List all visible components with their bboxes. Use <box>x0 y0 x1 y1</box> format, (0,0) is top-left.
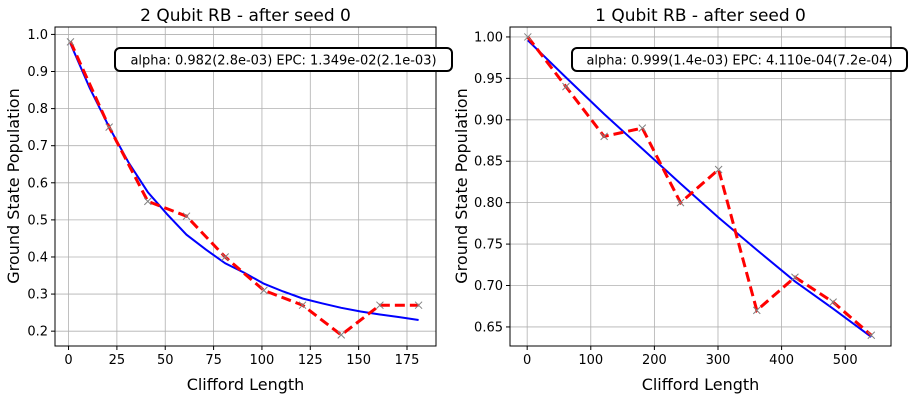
x-tick-label: 175 <box>395 353 420 368</box>
x-axis-label: Clifford Length <box>642 375 760 394</box>
y-tick-label: 1.00 <box>474 30 503 45</box>
fit-annotation: alpha: 0.999(1.4e-03) EPC: 4.110e-04(7.2… <box>586 54 892 69</box>
x-tick-label: 25 <box>109 353 126 368</box>
y-tick-label: 0.5 <box>27 213 48 228</box>
sample-point <box>752 306 761 315</box>
y-axis-label: Ground State Population <box>4 88 23 283</box>
sample-point <box>638 124 647 132</box>
sample-point <box>66 37 75 46</box>
x-tick-label: 50 <box>157 353 174 368</box>
x-axis-label: Clifford Length <box>187 375 305 394</box>
x-tick-label: 75 <box>205 353 222 368</box>
x-tick-label: 200 <box>642 353 667 368</box>
sample-point <box>376 301 384 310</box>
chart-title: 2 Qubit RB - after seed 0 <box>140 6 351 26</box>
sample-point <box>260 286 268 295</box>
x-tick-label: 150 <box>346 353 371 368</box>
y-tick-label: 0.3 <box>27 288 48 303</box>
sample-point <box>182 212 191 221</box>
chart-2-qubit-rb: 0 25 50 75 100 125 150 175 0.2 0.3 0.4 0.5 0.6 0.7 0.8… <box>4 6 453 394</box>
sample-point <box>105 123 114 132</box>
fit-annotation-box <box>571 47 908 72</box>
sample-point <box>562 82 570 91</box>
sample-point <box>143 197 152 206</box>
y-tick-label: 0.8 <box>27 102 48 117</box>
sample-point <box>298 301 307 310</box>
sample-point <box>829 298 837 306</box>
y-axis-label: Ground State Population <box>452 88 471 283</box>
sample-point <box>791 273 799 282</box>
x-tick-label: 100 <box>250 353 275 368</box>
x-tick-label: 125 <box>298 353 323 368</box>
y-tick-label: 0.6 <box>27 176 48 191</box>
y-tick-label: 0.80 <box>474 196 503 211</box>
y-tick-label: 0.7 <box>27 139 48 154</box>
x-tick-label: 0 <box>64 353 72 368</box>
sample-point <box>600 132 608 141</box>
x-tick-label: 500 <box>833 353 858 368</box>
y-tick-label: 0.75 <box>474 238 503 253</box>
y-tick-label: 0.85 <box>474 155 503 170</box>
x-tick-label: 300 <box>706 353 731 368</box>
x-tick-label: 400 <box>769 353 794 368</box>
y-tick-label: 1.0 <box>27 28 48 43</box>
plot-frame <box>54 26 437 347</box>
mean-curve <box>526 35 873 337</box>
y-tick-label: 0.2 <box>27 325 48 340</box>
y-tick-label: 0.4 <box>27 250 48 265</box>
fit-annotation-box <box>114 47 453 72</box>
y-tick-label: 0.70 <box>474 279 503 294</box>
sample-point <box>523 33 532 41</box>
sample-point <box>714 165 723 174</box>
y-tick-label: 0.90 <box>474 113 503 128</box>
x-tick-label: 0 <box>523 353 531 368</box>
y-tick-label: 0.65 <box>474 320 503 335</box>
chart-1-qubit-rb: 0 100 200 300 400 500 0.65 0.70 0.75 0.80 0.85 0.90… <box>452 6 908 394</box>
mean-curve <box>69 41 419 337</box>
sample-point <box>337 331 346 339</box>
sample-point <box>221 253 230 261</box>
y-tick-label: 0.9 <box>27 65 48 80</box>
fit-curve <box>527 39 872 338</box>
sample-point <box>676 198 685 207</box>
sample-point <box>414 301 423 310</box>
fit-annotation: alpha: 0.982(2.8e-03) EPC: 1.349e-02(2.1… <box>130 54 436 69</box>
chart-title: 1 Qubit RB - after seed 0 <box>595 6 806 26</box>
y-tick-label: 0.95 <box>474 72 503 87</box>
sample-point <box>867 331 876 340</box>
plot-frame <box>509 26 892 347</box>
x-tick-label: 100 <box>578 353 603 368</box>
